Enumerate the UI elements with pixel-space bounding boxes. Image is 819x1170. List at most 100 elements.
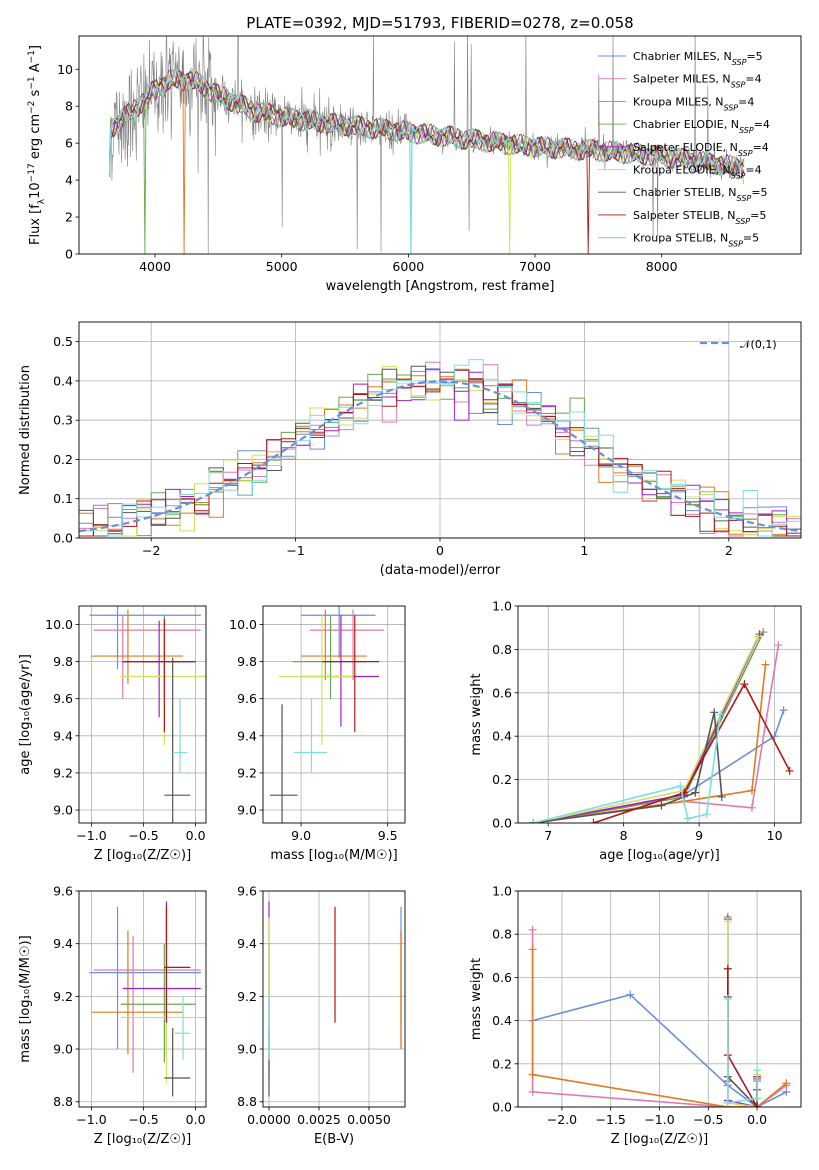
legend-nssp-sub: SSP xyxy=(737,194,752,203)
legend-model-name: Salpeter MILES, N xyxy=(633,73,731,86)
legend-entry-label: Chabrier ELODIE, NSSP=4 xyxy=(633,118,770,135)
tick-label-y: 1.0 xyxy=(492,884,512,899)
ylabel-part: λ xyxy=(37,198,47,204)
tick-label-y: 9.8 xyxy=(53,654,73,669)
tick-label-y: 9.6 xyxy=(237,884,257,899)
tick-label-y: 10.0 xyxy=(229,617,257,632)
legend-entry-label: Salpeter STELIB, NSSP=5 xyxy=(633,209,766,226)
tick-label-y: 9.6 xyxy=(53,884,73,899)
tick-label-x: 0.0000 xyxy=(247,1112,291,1127)
tick-label-y: 9.0 xyxy=(237,803,257,818)
tick-label-x: 1 xyxy=(580,543,588,558)
mass-weight-series-line xyxy=(727,919,758,1107)
tick-label-y: 8 xyxy=(65,99,73,114)
legend-entry-label: Kroupa MILES, NSSP=4 xyxy=(633,95,754,112)
tick-label-x: 0.0 xyxy=(186,828,206,843)
tick-label-x: 0.0 xyxy=(186,1112,206,1127)
tick-label-x: 5000 xyxy=(266,259,298,274)
tick-label-x: 7000 xyxy=(519,259,551,274)
mass-weight-vs-age-frame xyxy=(517,605,802,824)
ylabel-part: ] xyxy=(28,45,43,50)
tick-label-y: 0.8 xyxy=(492,927,512,942)
mass-vs-Z-axes: −1.0 −0.5 0.0 8.8 9.0 9.2 9.4 9.6 xyxy=(53,884,207,1127)
tick-label-y: 4 xyxy=(65,173,73,188)
ylabel-part: erg cm xyxy=(28,114,43,163)
mass-weight-point xyxy=(785,766,794,775)
tick-label-x: 8000 xyxy=(646,259,678,274)
residuals-ylabel: Normed distribution xyxy=(18,365,33,495)
legend-model-name: Kroupa ELODIE, N xyxy=(633,164,731,177)
legend-nssp-value: =5 xyxy=(751,186,767,199)
mass-weight-point xyxy=(723,964,732,973)
tick-label-x: −2.0 xyxy=(547,1112,577,1127)
age-vs-mass-frame xyxy=(262,605,406,824)
mass-weight-vs-age-ylabel: mass weight xyxy=(469,673,484,755)
legend-nssp-sub: SSP xyxy=(732,58,747,67)
spectrum-plot-area xyxy=(108,36,745,254)
mass-weight-point xyxy=(782,1079,791,1088)
spectrum-ylabel: Flux [fλ10−17 erg cm−2 s−1 A−1] xyxy=(27,45,47,245)
mass-weight-point xyxy=(710,708,719,717)
mass-weight-point xyxy=(716,710,725,719)
mass-weight-point xyxy=(717,792,726,801)
legend-nssp-sub: SSP xyxy=(728,239,743,248)
legend-nssp-sub: SSP xyxy=(738,148,753,157)
tick-label-y: 9.4 xyxy=(53,728,73,743)
tick-label-y: 9.2 xyxy=(237,765,257,780)
legend-nssp-value: =4 xyxy=(738,95,754,108)
mass-vs-EBV-plot-area xyxy=(268,901,402,1097)
figure-title: PLATE=0392, MJD=51793, FIBERID=0278, z=0… xyxy=(246,14,633,32)
tick-label-y: 9.2 xyxy=(53,765,73,780)
residuals-xlabel: (data-model)/error xyxy=(380,563,501,578)
residuals-frame xyxy=(78,321,802,539)
spectrum-xlabel: wavelength [Angstrom, rest frame] xyxy=(326,279,555,294)
tick-label-y: 9.4 xyxy=(53,936,73,951)
mass-weight-point xyxy=(774,641,783,650)
legend-nssp-value: =4 xyxy=(745,164,761,177)
legend-entry-label: Chabrier MILES, NSSP=5 xyxy=(633,50,763,67)
histogram-step-line xyxy=(79,369,801,537)
legend-entry-label: Kroupa ELODIE, NSSP=4 xyxy=(633,164,762,181)
legend-model-name: Chabrier STELIB, N xyxy=(633,186,737,199)
age-vs-Z-xlabel: Z [log₁₀(Z/Z☉)] xyxy=(94,848,191,863)
tick-label-y: 0.0 xyxy=(492,816,512,831)
mass-vs-Z-xlabel: Z [log₁₀(Z/Z☉)] xyxy=(94,1132,191,1147)
tick-label-x: 0 xyxy=(436,543,444,558)
mass-weight-point xyxy=(779,706,788,715)
age-vs-Z-ylabel: age [log₁₀(age/yr)] xyxy=(18,654,33,775)
age-vs-mass-axes: 9.0 9.5 9.0 9.2 9.4 9.6 9.8 10.0 xyxy=(229,605,406,843)
tick-label-y: 0.5 xyxy=(53,334,73,349)
mass-weight-point xyxy=(740,680,749,689)
tick-label-y: 9.8 xyxy=(237,654,257,669)
normal-legend-label: 𝒩(0,1) xyxy=(740,338,777,351)
mass-weight-series-line xyxy=(532,664,767,823)
tick-label-y: 9.0 xyxy=(53,803,73,818)
legend-nssp-sub: SSP xyxy=(723,103,738,112)
mass-weight-point xyxy=(528,925,537,934)
mass-vs-Z-frame xyxy=(78,890,207,1108)
mass-weight-series-line xyxy=(531,949,787,1107)
tick-label-y: 9.0 xyxy=(53,1042,73,1057)
mass-weight-vs-Z-plot-area xyxy=(528,912,791,1107)
tick-label-x: −0.5 xyxy=(128,828,158,843)
mass-weight-point xyxy=(723,917,732,926)
legend-model-name: Kroupa MILES, N xyxy=(633,95,723,108)
mass-weight-point xyxy=(753,1094,762,1103)
tick-label-y: 8.8 xyxy=(53,1094,73,1109)
model-spectrum-line xyxy=(108,68,745,254)
tick-label-x: 4000 xyxy=(139,259,171,274)
tick-label-x: −1.0 xyxy=(76,828,106,843)
tick-label-y: 9.6 xyxy=(53,691,73,706)
ylabel-part: s xyxy=(28,89,43,100)
tick-label-x: 0.0050 xyxy=(347,1112,391,1127)
mass-weight-point xyxy=(691,788,700,797)
ylabel-part: −1 xyxy=(27,50,37,63)
tick-label-y: 2 xyxy=(65,210,73,225)
tick-label-y: 9.4 xyxy=(237,936,257,951)
legend-nssp-value: =4 xyxy=(754,118,770,131)
tick-label-y: 0.2 xyxy=(492,772,512,787)
legend-nssp-value: =4 xyxy=(753,141,769,154)
tick-label-y: 0.6 xyxy=(492,970,512,985)
tick-label-y: 0.4 xyxy=(53,373,73,388)
